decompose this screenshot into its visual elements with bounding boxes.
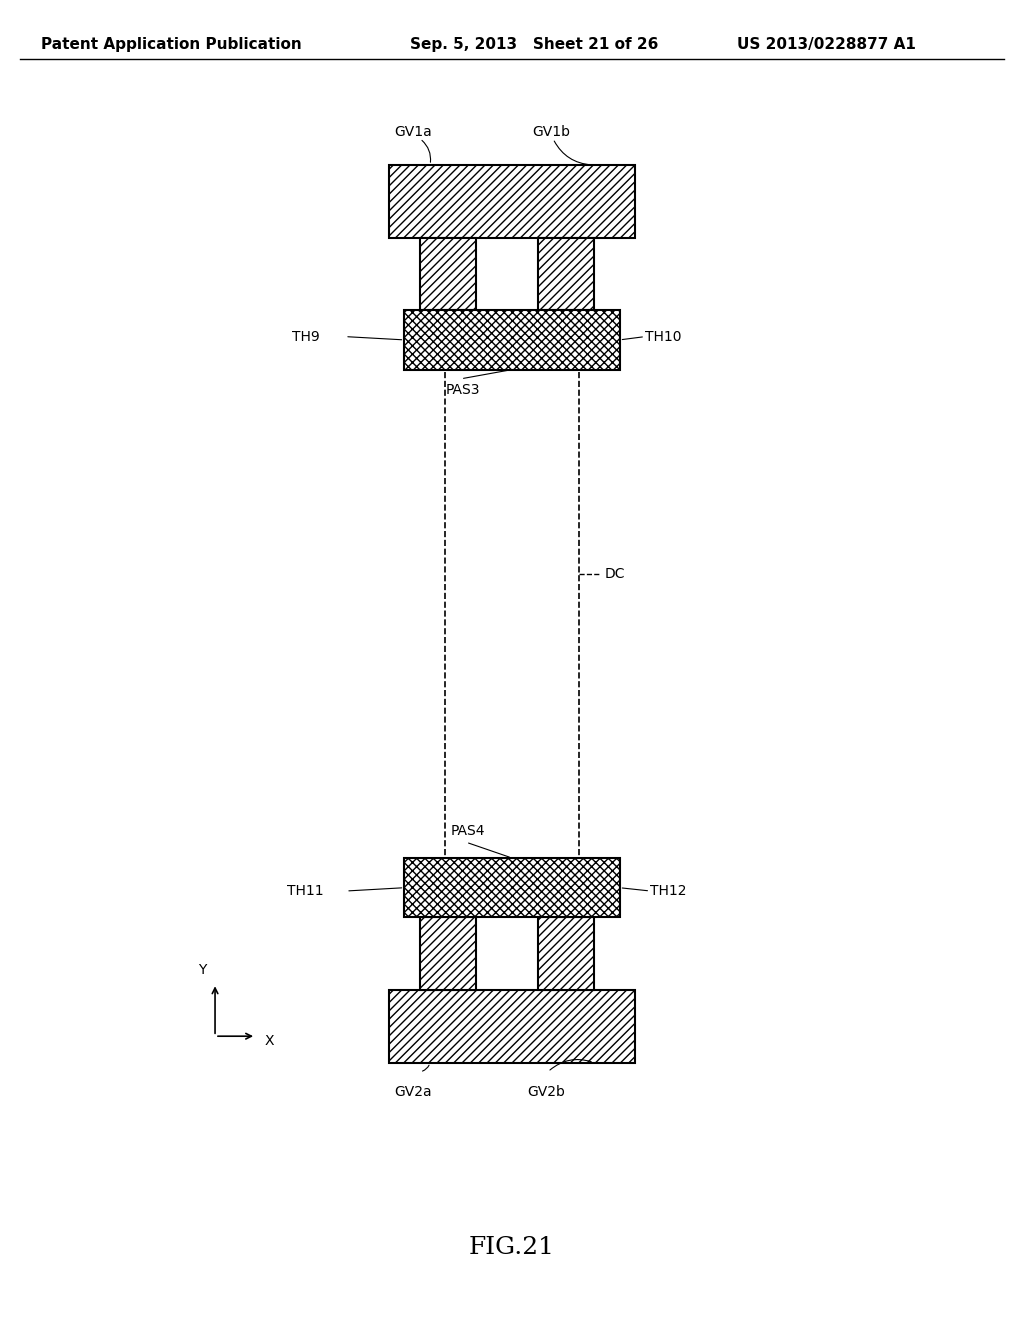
Bar <box>420 238 476 310</box>
Text: FIG.21: FIG.21 <box>469 1236 555 1259</box>
Text: TH9: TH9 <box>292 330 319 343</box>
Bar <box>404 310 620 370</box>
Text: Sep. 5, 2013   Sheet 21 of 26: Sep. 5, 2013 Sheet 21 of 26 <box>410 37 658 51</box>
Bar <box>538 917 594 990</box>
Text: GV1a: GV1a <box>394 124 432 139</box>
Text: Y: Y <box>199 962 207 977</box>
Text: PAS3: PAS3 <box>445 383 480 397</box>
Text: GV1b: GV1b <box>532 124 570 139</box>
Text: PAS4: PAS4 <box>451 824 485 838</box>
Bar <box>538 238 594 310</box>
Bar <box>389 990 635 1063</box>
Text: TH11: TH11 <box>287 884 324 898</box>
Text: US 2013/0228877 A1: US 2013/0228877 A1 <box>737 37 916 51</box>
Text: Patent Application Publication: Patent Application Publication <box>41 37 302 51</box>
Bar <box>389 165 635 238</box>
Bar <box>420 917 476 990</box>
Text: GV2a: GV2a <box>394 1085 432 1100</box>
Text: TH12: TH12 <box>650 884 687 898</box>
Text: DC: DC <box>604 568 625 581</box>
Text: GV2b: GV2b <box>527 1085 565 1100</box>
Text: TH10: TH10 <box>645 330 682 343</box>
Text: X: X <box>264 1035 273 1048</box>
Bar <box>404 858 620 917</box>
